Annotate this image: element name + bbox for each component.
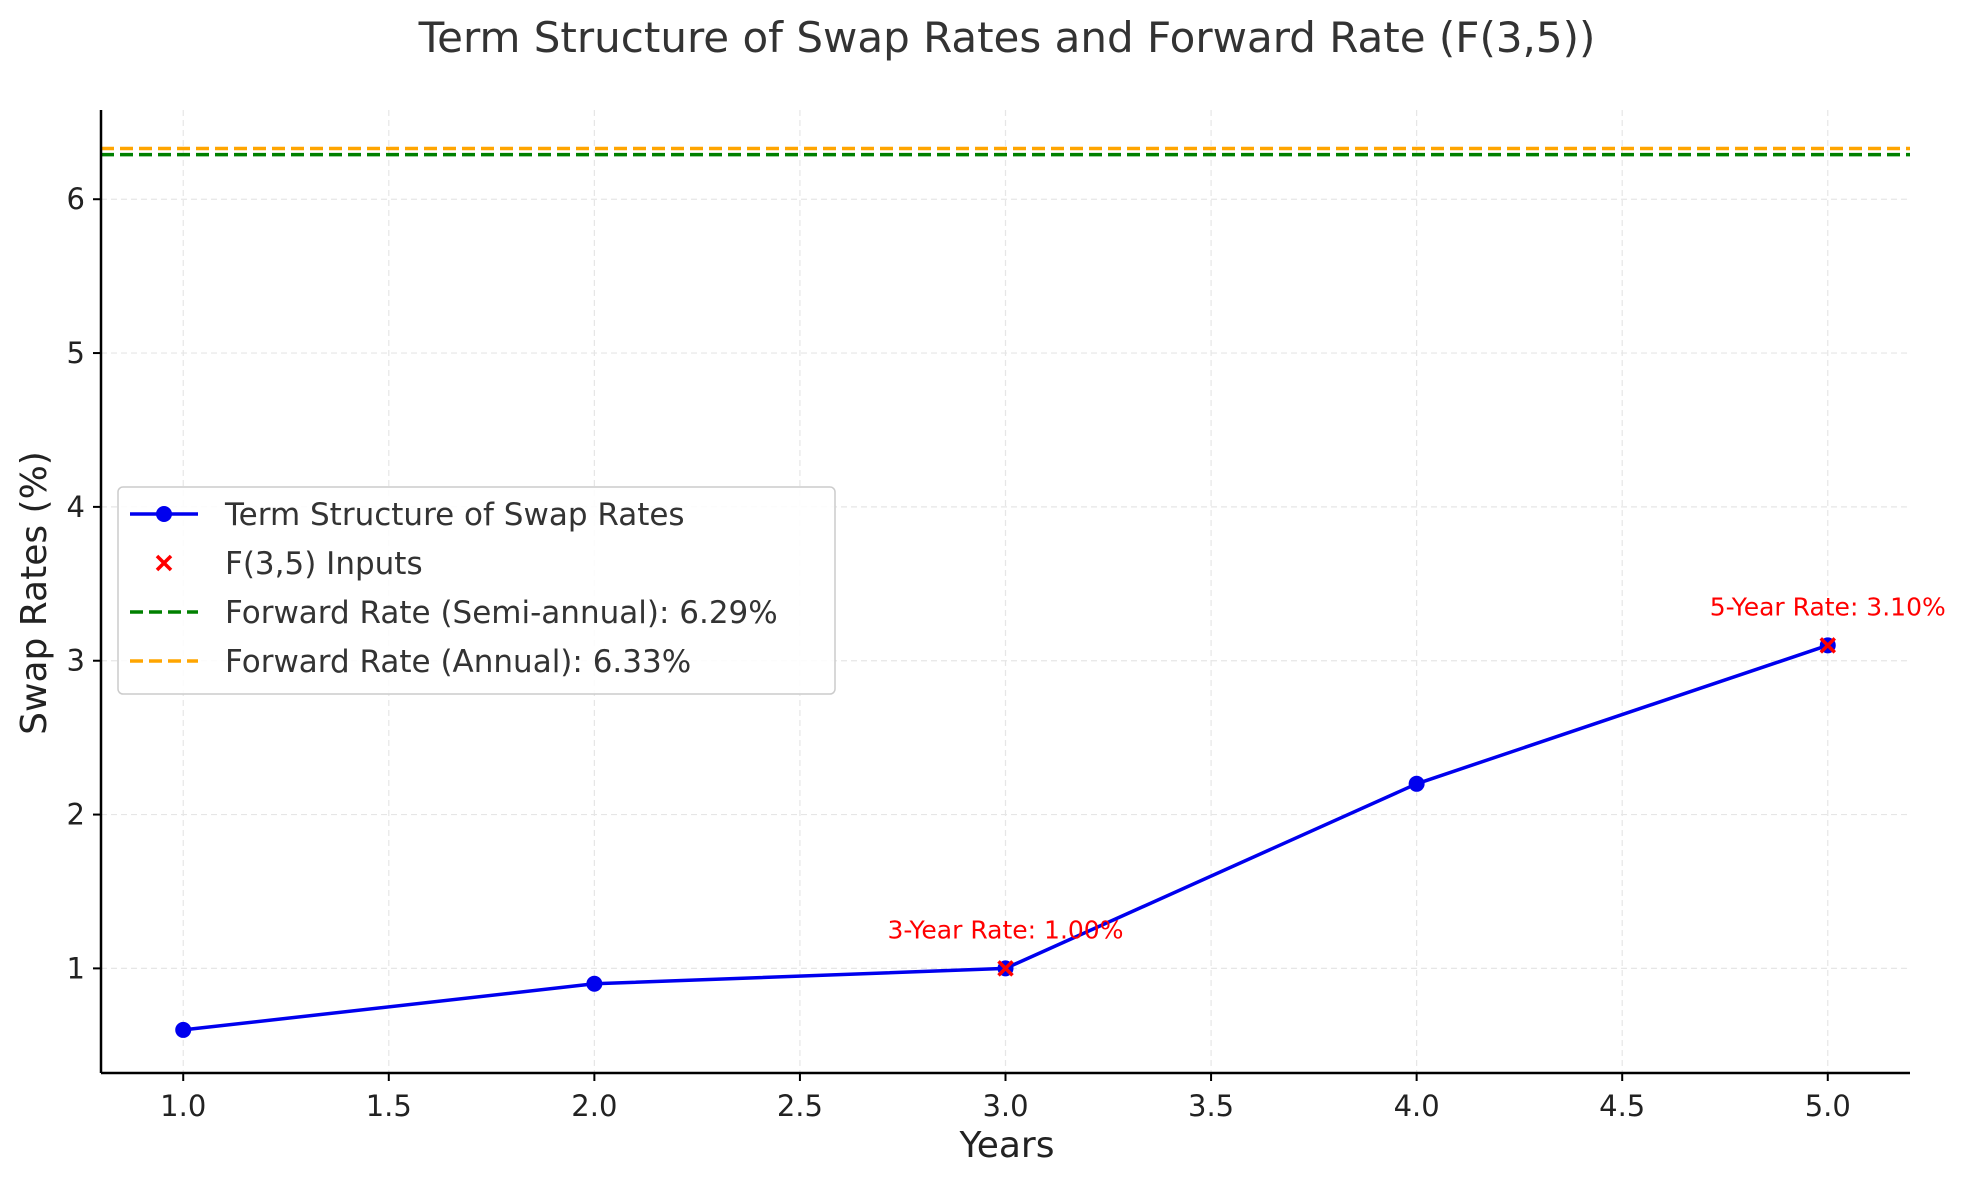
y-tick-label: 1 bbox=[67, 951, 85, 985]
legend-swatch-marker bbox=[156, 506, 172, 522]
legend-swatch-x bbox=[155, 554, 173, 572]
swap-rate-point bbox=[175, 1021, 192, 1038]
x-axis-label: Years bbox=[959, 1125, 1055, 1166]
legend-label: Term Structure of Swap Rates bbox=[224, 497, 685, 533]
x-tick-label: 2.0 bbox=[571, 1089, 617, 1123]
y-tick-label: 5 bbox=[67, 336, 85, 370]
swap-rate-point bbox=[1408, 775, 1425, 792]
y-tick-label: 6 bbox=[67, 182, 85, 216]
legend-label: Forward Rate (Annual): 6.33% bbox=[225, 644, 691, 680]
y-tick-label: 3 bbox=[67, 644, 85, 678]
legend-box bbox=[117, 486, 836, 695]
x-marker-stroke bbox=[1819, 637, 1837, 654]
x-tick-label: 1.5 bbox=[366, 1089, 412, 1123]
x-tick-label: 4.0 bbox=[1394, 1089, 1440, 1123]
y-tick-label: 2 bbox=[67, 798, 85, 832]
x-tick-label: 3.0 bbox=[982, 1089, 1028, 1123]
legend-label: Forward Rate (Semi-annual): 6.29% bbox=[225, 595, 778, 631]
annotation-label: 5-Year Rate: 3.10% bbox=[1710, 592, 1946, 621]
x-tick-label: 4.5 bbox=[1599, 1089, 1645, 1123]
annotations: 3-Year Rate: 1.00% 5-Year Rate: 3.10% bbox=[888, 592, 1946, 944]
swap-rate-point bbox=[586, 975, 603, 992]
input-x-marker bbox=[1819, 637, 1837, 654]
x-tick-label: 3.5 bbox=[1188, 1089, 1234, 1123]
y-axis-label: Swap Rates (%) bbox=[14, 451, 55, 735]
legend-label: F(3,5) Inputs bbox=[225, 546, 423, 582]
y-tick-label: 4 bbox=[67, 490, 85, 524]
annotation-label: 3-Year Rate: 1.00% bbox=[888, 915, 1124, 944]
x-tick-label: 1.0 bbox=[160, 1089, 206, 1123]
forward-rate-lines bbox=[101, 146, 1910, 157]
x-marker-stroke bbox=[997, 960, 1014, 977]
ticks: 1.0 1.5 2.0 2.5 3.0 3.5 4.0 4.5 5.0 1 2 3 4 5 6 bbox=[67, 182, 1851, 1123]
chart-title: Term Structure of Swap Rates and Forward… bbox=[418, 13, 1596, 62]
series-markers bbox=[175, 637, 1837, 1038]
x-tick-label: 2.5 bbox=[777, 1089, 823, 1123]
x-tick-label: 5.0 bbox=[1805, 1089, 1851, 1123]
input-x-marker bbox=[997, 960, 1014, 977]
legend: Term Structure of Swap Rates F(3,5) Input… bbox=[117, 486, 836, 695]
